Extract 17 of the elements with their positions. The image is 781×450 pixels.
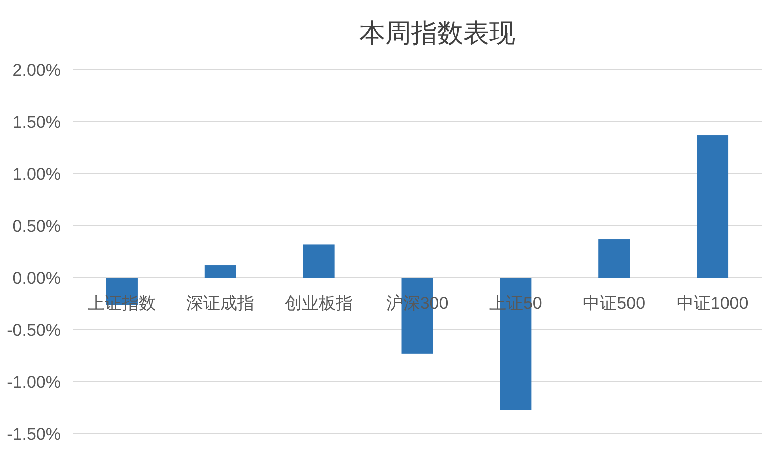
x-tick-label: 中证500 — [583, 294, 646, 313]
y-tick-label: 1.50% — [12, 113, 61, 132]
bar — [598, 240, 630, 278]
chart-title: 本周指数表现 — [360, 19, 516, 49]
bar — [697, 136, 729, 278]
y-tick-label: 2.00% — [12, 61, 61, 80]
y-tick-label: -0.50% — [7, 321, 61, 340]
x-tick-label: 创业板指 — [285, 294, 354, 313]
bar — [204, 266, 236, 278]
x-tick-label: 中证1000 — [676, 294, 749, 313]
y-tick-label: 1.00% — [12, 165, 61, 184]
y-tick-label: -1.50% — [7, 425, 61, 444]
bar — [303, 244, 335, 278]
x-tick-label: 深证成指 — [186, 294, 255, 313]
y-tick-label: 0.00% — [12, 269, 61, 288]
y-tick-label: -1.00% — [7, 373, 61, 392]
y-tick-label: 0.50% — [12, 217, 61, 236]
